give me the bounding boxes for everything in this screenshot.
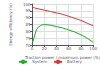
svg-text:100: 100 xyxy=(23,2,31,7)
svg-text:100: 100 xyxy=(89,46,97,51)
svg-text:System: System xyxy=(32,59,47,64)
svg-text:80: 80 xyxy=(78,46,84,51)
svg-text:85: 85 xyxy=(25,22,31,27)
svg-text:95: 95 xyxy=(25,8,31,13)
svg-text:0: 0 xyxy=(31,46,34,51)
svg-text:40: 40 xyxy=(54,46,60,51)
svg-text:70: 70 xyxy=(25,42,31,48)
svg-text:Energy efficiency (%): Energy efficiency (%) xyxy=(8,3,13,46)
svg-text:75: 75 xyxy=(25,36,31,41)
svg-text:Battery: Battery xyxy=(67,59,82,64)
svg-text:20: 20 xyxy=(42,46,48,51)
svg-text:90: 90 xyxy=(25,15,31,20)
svg-text:60: 60 xyxy=(66,46,72,51)
svg-text:80: 80 xyxy=(25,29,31,34)
